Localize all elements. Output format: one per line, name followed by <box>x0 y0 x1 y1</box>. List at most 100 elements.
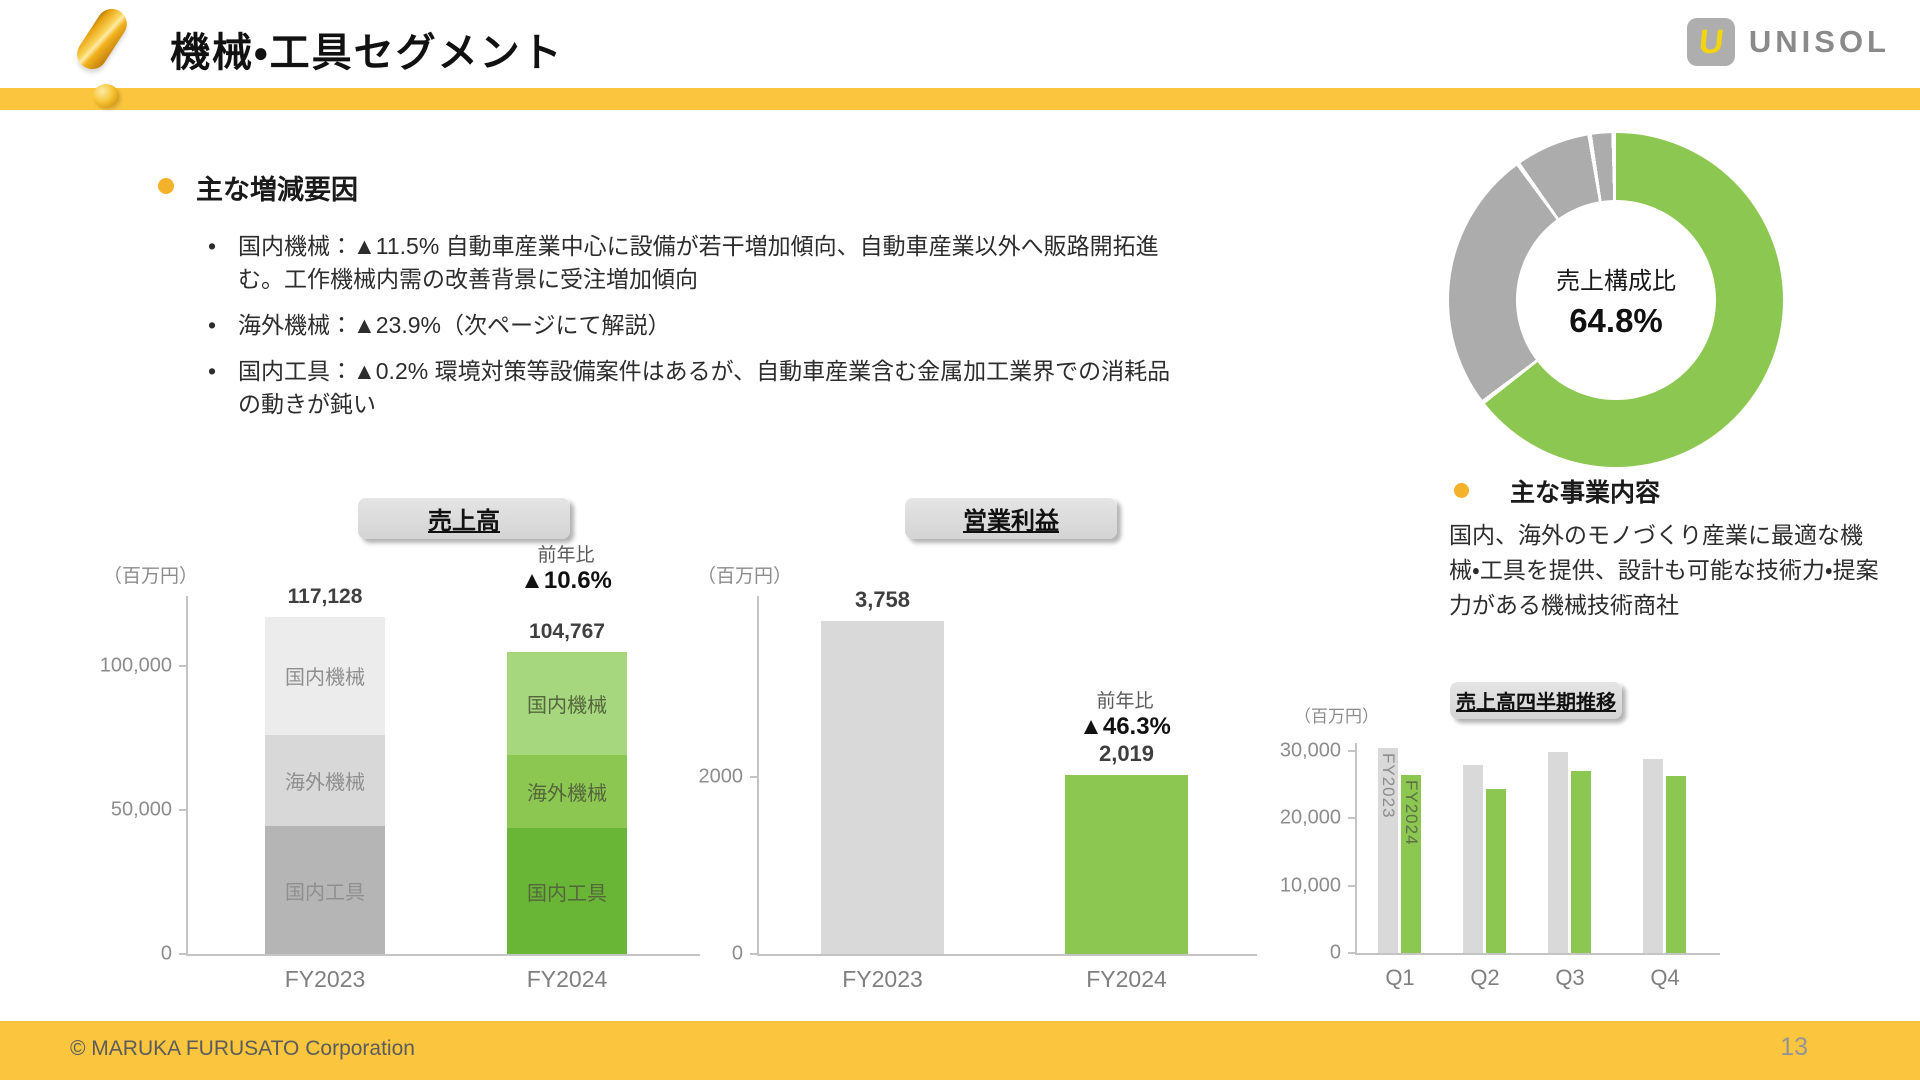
bullet-marker: • <box>208 233 217 259</box>
bar-Q1-FY2023: FY2023 <box>1378 748 1398 953</box>
y-axis-tick-label: 100,000 <box>99 654 172 677</box>
factor-bullet-text: 国内機械：▲11.5% 自動車産業中心に設備が若干増加傾向、自動車産業以外へ販路… <box>238 233 1159 292</box>
donut-center-label: 売上構成比 <box>1556 267 1676 295</box>
quarterly-chart-title-box: 売上高四半期推移 <box>1450 681 1622 719</box>
sales-unit-label: （百万円） <box>103 566 199 587</box>
bar-segment: 国内機械 <box>507 652 627 755</box>
quarter-group-Q4 <box>1643 758 1686 953</box>
bar-Q3-FY2024 <box>1571 770 1591 953</box>
bar-segment: 国内工具 <box>265 826 385 954</box>
bar-total-label: 104,767 <box>529 620 605 644</box>
profit-yoy-label: 前年比 <box>1096 691 1154 712</box>
pencil-exclamation-icon <box>55 3 151 110</box>
y-axis-tick-label: 2000 <box>698 765 744 788</box>
profit-yoy: 前年比 ▲46.3% <box>1063 686 1187 741</box>
business-bullet-icon <box>1454 483 1469 498</box>
sales-yoy: 前年比 ▲10.6% <box>505 540 627 595</box>
bar-value-label: 3,758 <box>854 586 911 612</box>
x-axis-category-label: FY2024 <box>526 966 608 992</box>
x-axis-category-label: Q1 <box>1385 965 1415 990</box>
bullet-marker: • <box>208 312 217 338</box>
profit-unit-label: （百万円） <box>697 566 793 587</box>
x-axis-category-label: FY2024 <box>1086 966 1167 992</box>
y-axis-tick-mark <box>1348 884 1357 887</box>
y-axis-tick-label: 50,000 <box>110 798 172 821</box>
sales-yoy-value: ▲10.6% <box>520 567 612 594</box>
footer-bar: © MARUKA FURUSATO Corporation 13 <box>0 1021 1920 1080</box>
bar-value-label: 2,019 <box>1098 740 1155 766</box>
profit-chart-title-box: 営業利益 <box>905 497 1117 539</box>
bar-segment: 海外機械 <box>265 735 385 827</box>
factor-bullet-text: 海外機械：▲23.9%（次ページにて解説） <box>238 312 671 338</box>
sales-composition-donut-chart: 売上構成比 64.8% <box>1449 133 1783 467</box>
business-heading: 主な事業内容 <box>1510 479 1661 507</box>
quarter-group-Q3 <box>1548 751 1591 953</box>
quarterly-unit-label: （百万円） <box>1294 707 1379 726</box>
pencil-dot <box>93 84 119 108</box>
header-accent-bar <box>0 88 1920 110</box>
bar-segment: 国内工具 <box>507 828 627 954</box>
y-axis-tick-label: 10,000 <box>1279 874 1341 897</box>
factors-bullet-icon <box>158 178 174 194</box>
unisol-logo-text: UNISOL <box>1748 24 1890 59</box>
profit-yoy-value: ▲46.3% <box>1079 713 1171 740</box>
quarter-group-Q1: FY2023 FY2024 <box>1378 748 1421 953</box>
pencil-bar <box>71 3 133 75</box>
bar-segment: 国内機械 <box>265 616 385 736</box>
series-label-FY2024: FY2024 <box>1402 779 1421 846</box>
bar-Q4-FY2024 <box>1666 776 1686 953</box>
y-axis-tick-mark <box>750 953 759 955</box>
donut-center: 売上構成比 64.8% <box>1516 200 1716 400</box>
y-axis-tick-mark <box>750 775 759 778</box>
page-title: 機械・工具セグメント <box>170 31 564 75</box>
quarterly-chart-title: 売上高四半期推移 <box>1456 691 1616 714</box>
x-axis-category-label: FY2023 <box>842 966 923 992</box>
y-axis-tick-mark <box>1348 817 1357 820</box>
stacked-bar-FY2023: 国内工具 海外機械 国内機械 <box>265 616 385 954</box>
factor-bullet-item: • 国内機械：▲11.5% 自動車産業中心に設備が若干増加傾向、自動車産業以外へ販… <box>208 230 1193 296</box>
unisol-logo-icon: U <box>1686 18 1735 66</box>
x-axis-category-label: Q4 <box>1650 965 1680 990</box>
bar-Q4-FY2023 <box>1643 758 1663 953</box>
sales-chart-title: 売上高 <box>428 507 500 535</box>
y-axis-tick-mark <box>1348 750 1357 753</box>
y-axis-tick-label: 20,000 <box>1279 806 1341 829</box>
bar-Q2-FY2024 <box>1486 788 1506 953</box>
bar-Q1-FY2024: FY2024 <box>1401 774 1421 953</box>
x-axis-category-label: FY2023 <box>284 966 366 992</box>
stacked-bar-FY2024: 国内工具 海外機械 国内機械 <box>507 652 627 954</box>
bar-total-label: 117,128 <box>287 584 363 608</box>
bar-Q2-FY2023 <box>1463 765 1483 953</box>
bar-FY2023 <box>821 620 944 954</box>
quarterly-bar-chart: 0 10,000 20,000 30,000 FY2023 FY2024 Q1 Q2 Q3 Q4 <box>1280 740 1720 990</box>
y-axis-tick-label: 30,000 <box>1279 739 1341 762</box>
y-axis-tick-mark <box>179 665 188 667</box>
series-label-FY2023: FY2023 <box>1379 753 1398 819</box>
factors-heading: 主な増減要因 <box>196 175 358 205</box>
y-axis-tick-mark <box>1348 952 1357 954</box>
unisol-logo: U UNISOL <box>1686 18 1890 66</box>
factor-bullet-item: • 国内工具：▲0.2% 環境対策等設備案件はあるが、自動車産業含む金属加工業界で… <box>208 355 1193 421</box>
business-description: 国内、海外のモノづくり産業に最適な機械・工具を提供、設計も可能な技術力・提案力が… <box>1449 522 1879 618</box>
y-axis-tick-label: 0 <box>160 942 172 965</box>
y-axis-tick-mark <box>179 809 188 811</box>
y-axis-tick-label: 0 <box>731 942 743 965</box>
sales-bar-chart: 0 50,000 100,000 国内工具 海外機械 国内機械 117,128 FY2023 国… <box>100 585 700 992</box>
bar-Q3-FY2023 <box>1548 751 1568 953</box>
x-axis-category-label: Q3 <box>1555 965 1585 990</box>
x-axis-category-label: Q2 <box>1470 965 1500 990</box>
y-axis-tick-mark <box>179 953 188 955</box>
sales-yoy-label: 前年比 <box>537 545 595 566</box>
profit-chart-title: 営業利益 <box>963 507 1059 535</box>
donut-center-value: 64.8% <box>1569 301 1663 339</box>
factors-list: • 国内機械：▲11.5% 自動車産業中心に設備が若干増加傾向、自動車産業以外へ販… <box>208 230 1193 434</box>
bar-segment: 海外機械 <box>507 755 627 828</box>
copyright-text: © MARUKA FURUSATO Corporation <box>70 1037 415 1060</box>
profit-bar-chart: 0 2000 3,758 FY2023 2,019 FY2024 <box>699 587 1257 992</box>
page-number: 13 <box>1780 1033 1808 1061</box>
bullet-marker: • <box>208 358 217 384</box>
unisol-logo-glyph: U <box>1696 22 1726 61</box>
y-axis-tick-label: 0 <box>1329 941 1341 964</box>
factor-bullet-item: • 海外機械：▲23.9%（次ページにて解説） <box>208 309 1193 342</box>
